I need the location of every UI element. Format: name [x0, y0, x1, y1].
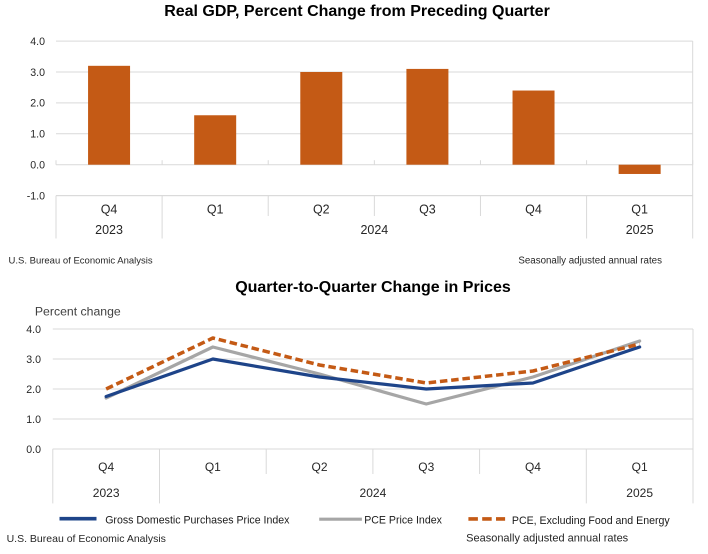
svg-text:Q1: Q1 [207, 202, 224, 216]
svg-text:Q4: Q4 [101, 202, 118, 216]
svg-text:U.S. Bureau of Economic Analys: U.S. Bureau of Economic Analysis [9, 256, 153, 267]
svg-text:3.0: 3.0 [26, 354, 41, 366]
svg-text:Real GDP, Percent Change from: Real GDP, Percent Change from Preceding … [164, 3, 550, 20]
svg-text:Seasonally adjusted annual rat: Seasonally adjusted annual rates [466, 533, 629, 545]
svg-text:4.0: 4.0 [30, 36, 45, 48]
svg-text:Q3: Q3 [418, 460, 434, 474]
svg-text:Gross Domestic Purchases Price: Gross Domestic Purchases Price Index [105, 515, 290, 527]
svg-text:2.0: 2.0 [26, 384, 41, 396]
svg-text:0.0: 0.0 [26, 444, 41, 456]
svg-text:Quarter-to-Quarter Change in P: Quarter-to-Quarter Change in Prices [235, 279, 511, 296]
svg-text:2023: 2023 [95, 223, 123, 237]
svg-text:Seasonally adjusted annual rat: Seasonally adjusted annual rates [518, 256, 662, 267]
svg-text:Q3: Q3 [419, 202, 436, 216]
svg-text:Q2: Q2 [313, 202, 330, 216]
svg-text:Q4: Q4 [525, 202, 542, 216]
svg-text:Percent change: Percent change [35, 304, 121, 318]
svg-text:2023: 2023 [93, 486, 120, 500]
svg-text:Q1: Q1 [632, 460, 648, 474]
svg-text:Q4: Q4 [98, 460, 114, 474]
svg-text:4.0: 4.0 [26, 324, 41, 336]
svg-text:1.0: 1.0 [26, 414, 41, 426]
svg-text:Q1: Q1 [631, 202, 648, 216]
svg-text:2025: 2025 [626, 223, 654, 237]
svg-text:2025: 2025 [626, 486, 653, 500]
svg-text:PCE, Excluding Food and Energy: PCE, Excluding Food and Energy [512, 515, 671, 527]
svg-text:1.0: 1.0 [30, 129, 45, 141]
svg-text:Q4: Q4 [525, 460, 541, 474]
svg-text:3.0: 3.0 [30, 67, 45, 79]
svg-text:2024: 2024 [360, 486, 387, 500]
svg-text:Q1: Q1 [205, 460, 221, 474]
svg-text:-1.0: -1.0 [27, 190, 45, 202]
svg-text:Q2: Q2 [312, 460, 328, 474]
svg-text:0.0: 0.0 [30, 160, 45, 172]
svg-text:2024: 2024 [360, 223, 388, 237]
svg-text:U.S. Bureau of Economic Analys: U.S. Bureau of Economic Analysis [7, 533, 166, 545]
svg-text:PCE Price Index: PCE Price Index [364, 515, 442, 527]
svg-text:2.0: 2.0 [30, 98, 45, 110]
